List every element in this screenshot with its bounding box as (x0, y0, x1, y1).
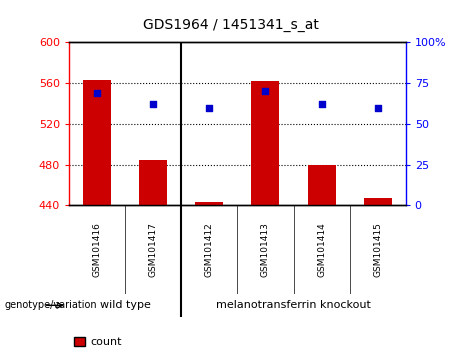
Bar (307, 165, 336, 205)
Text: GDS1964 / 1451341_s_at: GDS1964 / 1451341_s_at (142, 18, 319, 32)
Text: genotype/variation: genotype/variation (5, 300, 97, 310)
Point (94, 90, 101, 96)
Bar (251, 81, 279, 205)
Text: count: count (90, 337, 121, 347)
Text: GSM101412: GSM101412 (205, 222, 214, 277)
Bar (364, 198, 392, 205)
Point (374, 105, 381, 110)
Text: GSM101416: GSM101416 (93, 222, 102, 277)
Point (262, 88, 269, 94)
Text: GSM101413: GSM101413 (261, 222, 270, 277)
Bar (139, 160, 167, 205)
Text: GSM101417: GSM101417 (149, 222, 158, 277)
Bar (195, 202, 224, 205)
Text: GSM101414: GSM101414 (317, 222, 326, 277)
Point (318, 102, 325, 107)
Text: melanotransferrin knockout: melanotransferrin knockout (216, 300, 371, 310)
Text: wild type: wild type (100, 300, 151, 310)
Point (206, 105, 213, 110)
Text: GSM101415: GSM101415 (373, 222, 382, 277)
Point (149, 102, 157, 107)
Bar (83, 80, 111, 205)
